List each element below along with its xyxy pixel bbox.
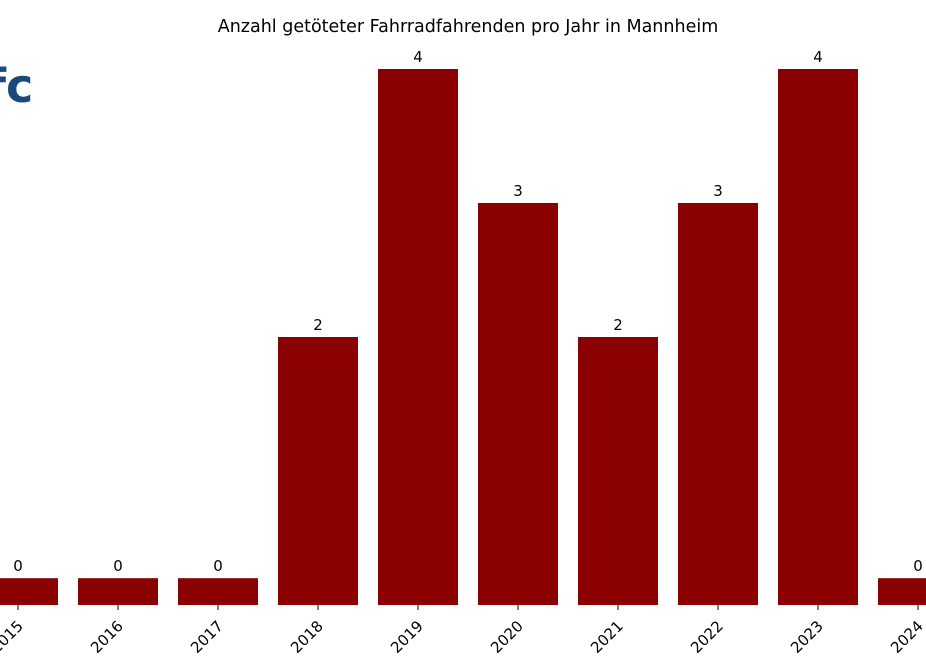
bar-2018 [278,337,358,605]
bar-2019 [378,69,458,605]
bar-2022 [678,203,758,605]
value-labels-group: 0 0 0 2 4 3 2 3 4 0 [13,48,923,575]
logo-text: fc [0,59,33,113]
x-tick-label-2016: 2016 [87,617,127,657]
x-tick-label-2017: 2017 [187,617,227,657]
x-tick-label-2015: 2015 [0,617,27,657]
bars-group [0,69,926,605]
bar-2017 [178,578,258,605]
bar-2021 [578,337,658,605]
value-label-2016: 0 [113,557,123,575]
value-label-2019: 4 [413,48,423,66]
value-label-2018: 2 [313,316,323,334]
value-label-2024: 0 [913,557,923,575]
value-label-2021: 2 [613,316,623,334]
x-tick-label-2021: 2021 [587,617,627,657]
x-tick-label-2022: 2022 [687,617,727,657]
bar-2015 [0,578,58,605]
bar-2020 [478,203,558,605]
bar-2024 [878,578,926,605]
x-tick-label-2019: 2019 [387,617,427,657]
value-label-2023: 4 [813,48,823,66]
value-label-2022: 3 [713,182,723,200]
x-tick-label-2018: 2018 [287,617,327,657]
bar-2023 [778,69,858,605]
x-tick-label-2024: 2024 [887,617,926,657]
x-tick-label-2023: 2023 [787,617,827,657]
value-label-2020: 3 [513,182,523,200]
bar-2016 [78,578,158,605]
value-label-2015: 0 [13,557,23,575]
chart-title: Anzahl getöteter Fahrradfahrenden pro Ja… [218,17,719,37]
x-tick-label-2020: 2020 [487,617,527,657]
value-label-2017: 0 [213,557,223,575]
x-axis-ticks: 2015 2016 2017 2018 2019 2020 2021 2022 2023 2024 [0,605,926,657]
